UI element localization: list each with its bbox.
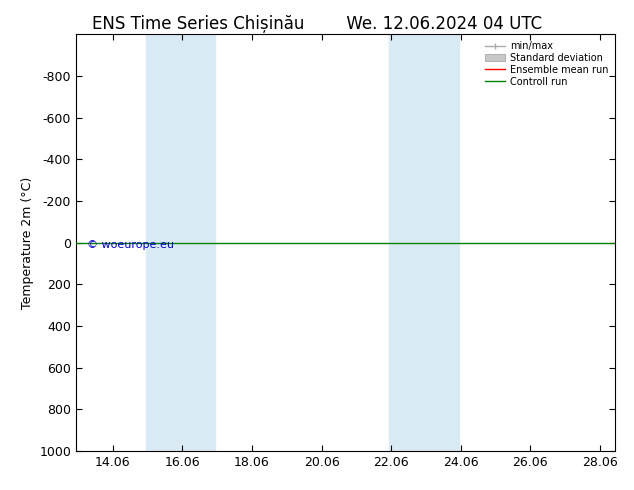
Text: © woeurope.eu: © woeurope.eu bbox=[87, 240, 174, 249]
Bar bbox=[389, 34, 458, 451]
Bar bbox=[146, 34, 215, 451]
Text: ENS Time Series Chișinău        We. 12.06.2024 04 UTC: ENS Time Series Chișinău We. 12.06.2024 … bbox=[92, 15, 542, 33]
Y-axis label: Temperature 2m (°C): Temperature 2m (°C) bbox=[21, 176, 34, 309]
Legend: min/max, Standard deviation, Ensemble mean run, Controll run: min/max, Standard deviation, Ensemble me… bbox=[483, 39, 610, 89]
